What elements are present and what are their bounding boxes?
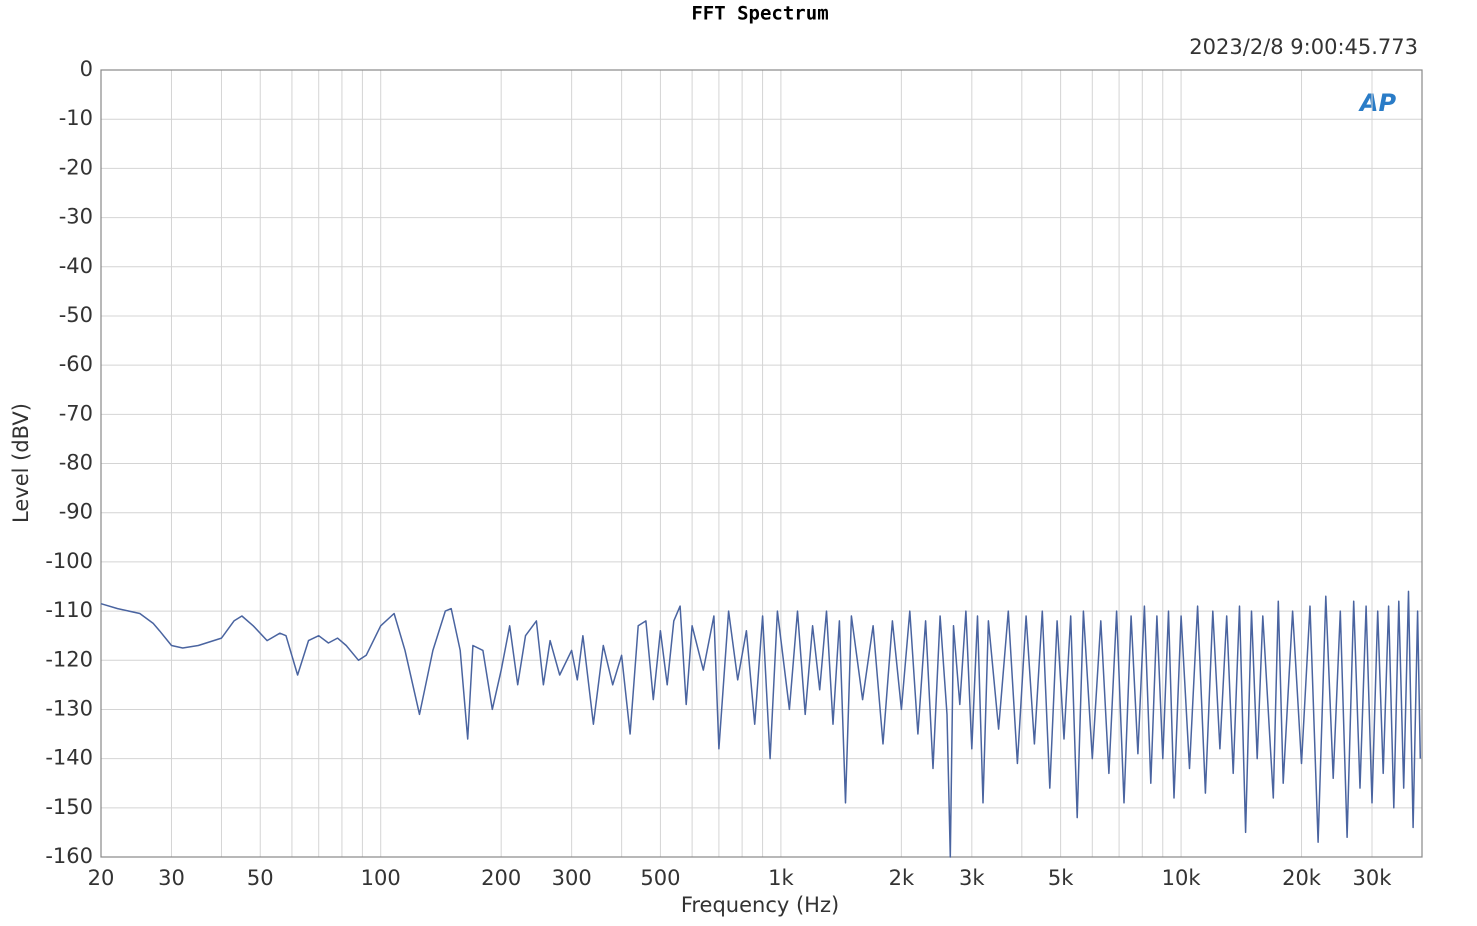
y-tick-label: -20 — [59, 155, 93, 179]
x-tick-label: 2k — [889, 866, 915, 890]
y-tick-label: -30 — [59, 205, 93, 229]
timestamp: 2023/2/8 9:00:45.773 — [1189, 35, 1418, 59]
x-tick-label: 30k — [1353, 866, 1393, 890]
y-tick-label: -10 — [59, 106, 93, 130]
y-tick-label: -50 — [59, 303, 93, 327]
y-axis-label: Level (dBV) — [9, 403, 33, 523]
x-tick-label: 3k — [959, 866, 985, 890]
x-tick-label: 200 — [481, 866, 521, 890]
x-tick-label: 1k — [768, 866, 794, 890]
x-tick-label: 5k — [1048, 866, 1074, 890]
y-tick-label: 0 — [80, 57, 93, 81]
x-tick-label: 30 — [158, 866, 185, 890]
x-tick-label: 300 — [552, 866, 592, 890]
y-tick-label: -70 — [59, 401, 93, 425]
y-tick-label: -160 — [45, 844, 93, 868]
y-tick-label: -60 — [59, 352, 93, 376]
plot-frame — [100, 69, 1423, 858]
x-tick-label: 500 — [640, 866, 680, 890]
y-tick-label: -150 — [45, 795, 93, 819]
y-tick-label: -130 — [45, 696, 93, 720]
x-tick-label: 10k — [1162, 866, 1202, 890]
y-tick-label: -120 — [45, 647, 93, 671]
x-tick-label: 100 — [361, 866, 401, 890]
y-tick-label: -80 — [59, 451, 93, 475]
y-tick-label: -100 — [45, 549, 93, 573]
y-tick-label: -40 — [59, 254, 93, 278]
x-tick-label: 20k — [1282, 866, 1322, 890]
data-line — [100, 590, 1422, 858]
y-tick-label: -140 — [45, 746, 93, 770]
x-axis-label: Frequency (Hz) — [681, 893, 839, 917]
x-tick-label: 20 — [88, 866, 115, 890]
chart-title: FFT Spectrum — [691, 3, 828, 25]
y-tick-label: -90 — [59, 500, 93, 524]
logo: AP — [1358, 89, 1397, 117]
y-tick-label: -110 — [45, 598, 93, 622]
x-tick-label: 50 — [247, 866, 274, 890]
